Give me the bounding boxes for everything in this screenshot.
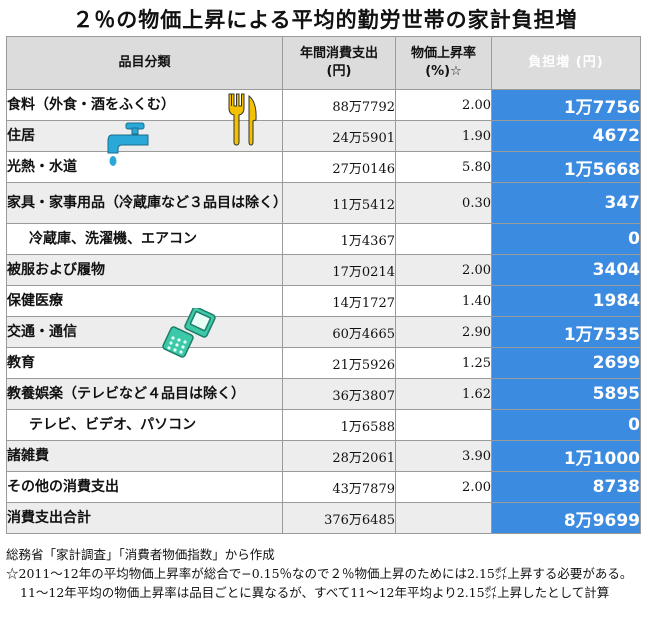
row-rate: 1.62	[395, 378, 492, 410]
row-rate: 2.90	[395, 316, 492, 348]
table-row: 家具・家事用品（冷蔵庫など３品目は除く） 11万5412 0.30 347	[6, 182, 641, 224]
mobile-phone-icon	[162, 308, 216, 358]
table-row: 冷蔵庫、洗濯機、エアコン 1万4367 0	[6, 223, 641, 255]
row-expenditure: 60万4665	[282, 316, 396, 348]
row-burden: 2699	[491, 347, 641, 379]
row-expenditure: 27万0146	[282, 151, 396, 183]
row-item: 冷蔵庫、洗濯機、エアコン	[6, 223, 283, 255]
row-burden: 4672	[491, 120, 641, 152]
row-expenditure: 14万1727	[282, 285, 396, 317]
table-row: テレビ、ビデオ、パソコン 1万6588 0	[6, 409, 641, 441]
row-expenditure: 21万5926	[282, 347, 396, 379]
row-item: 教育	[6, 347, 283, 379]
row-burden: 1万7756	[491, 89, 641, 121]
table-row: 光熱・水道 27万0146 5.80 1万5668	[6, 151, 641, 183]
row-burden: 3404	[491, 254, 641, 286]
row-expenditure: 376万6485	[282, 502, 396, 534]
header-expenditure-line2: (円)	[326, 64, 352, 79]
row-rate	[395, 409, 492, 441]
row-rate: 2.00	[395, 89, 492, 121]
row-item: 被服および履物	[6, 254, 283, 286]
row-item: テレビ、ビデオ、パソコン	[6, 409, 283, 441]
row-expenditure: 1万4367	[282, 223, 396, 255]
row-item: 消費支出合計	[6, 502, 283, 534]
header-rate-line1: 物価上昇率	[410, 46, 476, 61]
table-row: 保健医療 14万1727 1.40 1984	[6, 285, 641, 317]
row-rate: 1.90	[395, 120, 492, 152]
row-expenditure: 43万7879	[282, 471, 396, 503]
row-expenditure: 1万6588	[282, 409, 396, 441]
header-rate-line2: (%)☆	[425, 64, 462, 79]
row-rate: 1.40	[395, 285, 492, 317]
page-title: ２％の物価上昇による平均的勤労世帯の家計負担増	[72, 8, 578, 32]
row-item: 諸雑費	[6, 440, 283, 472]
row-rate: 2.00	[395, 471, 492, 503]
row-item: 教養娯楽（テレビなど４品目は除く）	[6, 378, 283, 410]
header-rate: 物価上昇率 (%)☆	[395, 36, 492, 90]
burden-table: 品目分類 年間消費支出 (円) 物価上昇率 (%)☆ 負担増 (円) 食料（外食…	[6, 36, 641, 534]
table-row: 諸雑費 28万2061 3.90 1万1000	[6, 440, 641, 472]
row-rate	[395, 502, 492, 534]
fork-knife-icon	[228, 93, 257, 146]
row-rate	[395, 223, 492, 255]
row-expenditure: 24万5901	[282, 120, 396, 152]
table-row: 被服および履物 17万0214 2.00 3404	[6, 254, 641, 286]
row-rate: 5.80	[395, 151, 492, 183]
row-burden: 5895	[491, 378, 641, 410]
table-row: 住居 24万5901 1.90 4672	[6, 120, 641, 152]
table-row: 交通・通信 60万4665 2.90 1万7535	[6, 316, 641, 348]
row-burden: 1万5668	[491, 151, 641, 183]
row-rate: 3.90	[395, 440, 492, 472]
row-rate: 2.00	[395, 254, 492, 286]
row-burden: 1万7535	[491, 316, 641, 348]
header-expenditure: 年間消費支出 (円)	[282, 36, 396, 90]
row-item: 交通・通信	[6, 316, 283, 348]
row-expenditure: 28万2061	[282, 440, 396, 472]
table-row: 教養娯楽（テレビなど４品目は除く） 36万3807 1.62 5895	[6, 378, 641, 410]
header-item: 品目分類	[6, 36, 283, 90]
row-burden: 347	[491, 182, 641, 224]
row-rate: 1.25	[395, 347, 492, 379]
table-row: その他の消費支出 43万7879 2.00 8738	[6, 471, 641, 503]
header-burden: 負担増 (円)	[491, 36, 641, 90]
table-row: 食料（外食・酒をふくむ） 88万7792 2.00 1万7756	[6, 89, 641, 121]
row-item: その他の消費支出	[6, 471, 283, 503]
source-note: 総務省「家計調査」「消費者物価指数」から作成	[6, 547, 275, 562]
row-burden: 0	[491, 409, 641, 441]
footnote: ☆2011〜12年の平均物価上昇率が総合で−0.15％なので２％物価上昇のために…	[6, 566, 633, 600]
row-expenditure: 11万5412	[282, 182, 396, 224]
row-burden: 1万1000	[491, 440, 641, 472]
faucet-icon	[107, 122, 149, 166]
row-expenditure: 36万3807	[282, 378, 396, 410]
table-header-row: 品目分類 年間消費支出 (円) 物価上昇率 (%)☆ 負担増 (円)	[6, 36, 641, 90]
header-expenditure-line1: 年間消費支出	[299, 46, 378, 61]
row-burden: 0	[491, 223, 641, 255]
row-item: 家具・家事用品（冷蔵庫など３品目は除く）	[6, 182, 287, 224]
row-expenditure: 88万7792	[282, 89, 396, 121]
table-row: 教育 21万5926 1.25 2699	[6, 347, 641, 379]
table-row-total: 消費支出合計 376万6485 8万9699	[6, 502, 641, 534]
row-burden: 1984	[491, 285, 641, 317]
row-item: 光熱・水道	[6, 151, 283, 183]
row-burden: 8738	[491, 471, 641, 503]
notes: 総務省「家計調査」「消費者物価指数」から作成 ☆2011〜12年の平均物価上昇率…	[6, 545, 646, 602]
row-item: 保健医療	[6, 285, 283, 317]
row-burden: 8万9699	[491, 502, 641, 534]
row-expenditure: 17万0214	[282, 254, 396, 286]
row-rate: 0.30	[395, 182, 492, 224]
